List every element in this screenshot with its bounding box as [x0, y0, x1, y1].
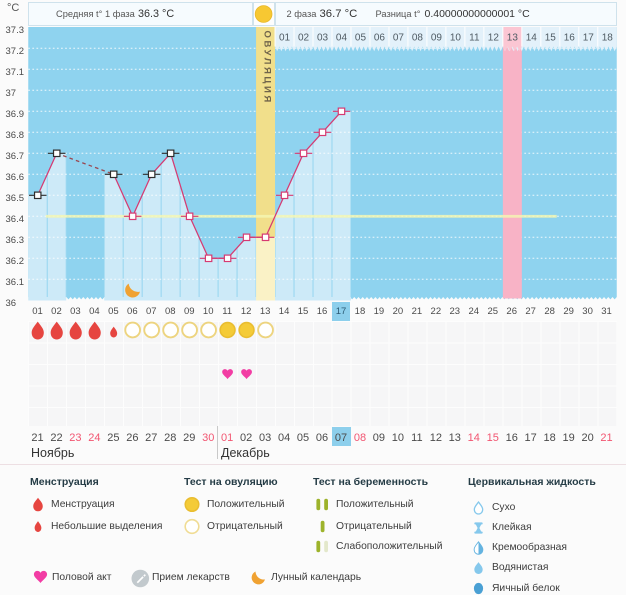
- svg-text:08: 08: [412, 33, 424, 44]
- svg-text:01: 01: [279, 33, 291, 44]
- svg-text:05: 05: [355, 33, 367, 44]
- svg-text:07: 07: [393, 33, 405, 44]
- svg-text:15: 15: [545, 33, 557, 44]
- svg-text:03: 03: [317, 33, 329, 44]
- svg-text:06: 06: [374, 33, 386, 44]
- svg-text:09: 09: [431, 33, 443, 44]
- svg-text:18: 18: [602, 33, 614, 44]
- svg-text:16: 16: [564, 33, 576, 44]
- svg-text:11: 11: [469, 33, 480, 44]
- svg-text:10: 10: [450, 33, 462, 44]
- svg-text:12: 12: [488, 33, 500, 44]
- svg-text:13: 13: [507, 33, 519, 44]
- svg-text:17: 17: [583, 33, 595, 44]
- svg-text:14: 14: [526, 33, 538, 44]
- svg-text:02: 02: [298, 33, 310, 44]
- svg-text:04: 04: [336, 33, 348, 44]
